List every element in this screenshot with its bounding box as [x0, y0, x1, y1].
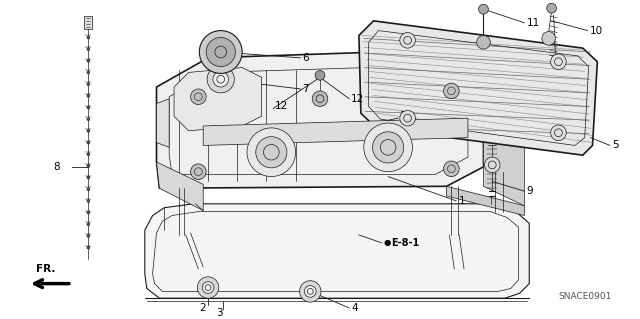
- Circle shape: [444, 83, 459, 99]
- Text: 11: 11: [526, 18, 540, 28]
- Circle shape: [87, 94, 90, 97]
- Text: 3: 3: [216, 308, 223, 318]
- Circle shape: [213, 71, 228, 87]
- Circle shape: [87, 141, 90, 144]
- Circle shape: [87, 234, 90, 237]
- Circle shape: [477, 35, 490, 49]
- Text: 6: 6: [303, 53, 309, 63]
- Circle shape: [87, 199, 90, 202]
- Circle shape: [484, 157, 500, 173]
- Text: 7: 7: [303, 84, 309, 94]
- Circle shape: [207, 66, 234, 93]
- Circle shape: [87, 164, 90, 167]
- Circle shape: [191, 164, 206, 180]
- Circle shape: [197, 277, 219, 298]
- Polygon shape: [359, 21, 597, 155]
- Text: HONDA: HONDA: [321, 126, 348, 131]
- Circle shape: [550, 54, 566, 70]
- Text: 12: 12: [275, 100, 289, 110]
- Text: 4: 4: [351, 303, 358, 313]
- Polygon shape: [483, 71, 524, 206]
- Text: 2: 2: [199, 303, 206, 313]
- Circle shape: [300, 281, 321, 302]
- Circle shape: [87, 106, 90, 109]
- Circle shape: [202, 282, 214, 293]
- Polygon shape: [145, 204, 529, 298]
- Text: E-8-1: E-8-1: [391, 238, 419, 248]
- Circle shape: [400, 33, 415, 48]
- Circle shape: [87, 153, 90, 156]
- Text: ●: ●: [383, 238, 390, 247]
- Polygon shape: [84, 16, 92, 29]
- Circle shape: [87, 130, 90, 132]
- Polygon shape: [157, 99, 169, 147]
- Circle shape: [199, 31, 242, 73]
- Circle shape: [87, 59, 90, 62]
- Polygon shape: [157, 162, 204, 211]
- Text: SNACE0901: SNACE0901: [559, 292, 612, 301]
- Circle shape: [305, 286, 316, 297]
- Text: 13: 13: [400, 111, 413, 121]
- Text: 5: 5: [612, 140, 619, 151]
- Circle shape: [87, 83, 90, 85]
- Circle shape: [87, 223, 90, 226]
- Circle shape: [87, 71, 90, 74]
- Circle shape: [87, 176, 90, 179]
- Polygon shape: [447, 186, 524, 216]
- Circle shape: [87, 188, 90, 191]
- Circle shape: [87, 211, 90, 214]
- Text: 8: 8: [53, 162, 60, 172]
- Circle shape: [547, 3, 557, 13]
- Circle shape: [247, 128, 296, 176]
- Circle shape: [315, 70, 325, 80]
- Polygon shape: [157, 50, 483, 188]
- Circle shape: [400, 110, 415, 126]
- Circle shape: [479, 4, 488, 14]
- Circle shape: [444, 161, 459, 176]
- Circle shape: [87, 48, 90, 50]
- Text: 1: 1: [459, 196, 466, 206]
- Polygon shape: [174, 68, 262, 131]
- Circle shape: [542, 32, 556, 45]
- Text: 10: 10: [589, 26, 603, 36]
- Circle shape: [364, 123, 412, 172]
- Circle shape: [372, 132, 404, 163]
- Text: 9: 9: [526, 186, 533, 196]
- Circle shape: [87, 246, 90, 249]
- Circle shape: [312, 91, 328, 107]
- Circle shape: [206, 37, 236, 67]
- Circle shape: [550, 125, 566, 141]
- Polygon shape: [204, 118, 468, 145]
- Circle shape: [256, 137, 287, 168]
- Circle shape: [191, 89, 206, 105]
- Circle shape: [87, 36, 90, 39]
- Text: FR.: FR.: [36, 264, 55, 274]
- Circle shape: [87, 118, 90, 121]
- Text: 12: 12: [351, 94, 364, 104]
